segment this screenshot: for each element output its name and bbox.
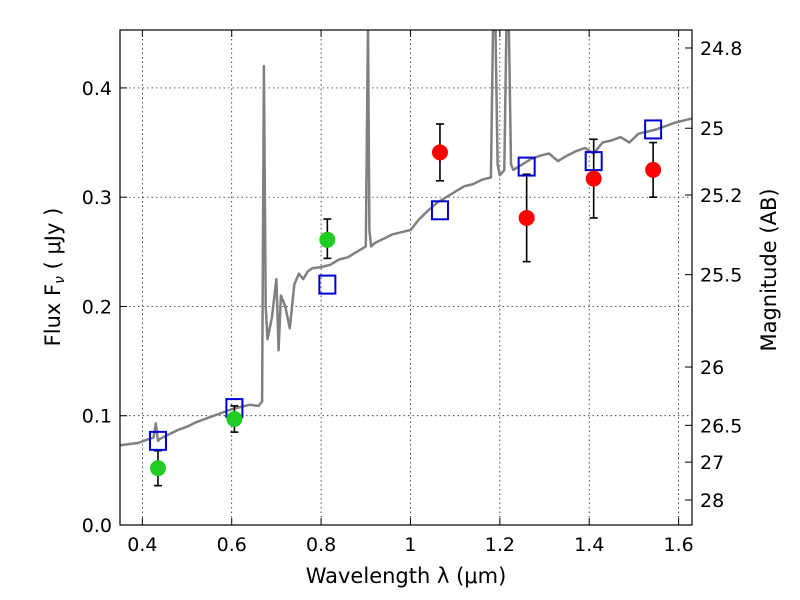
observed-point [319,231,336,248]
grid-layer [120,30,692,526]
observed-point [226,411,243,428]
model-photometry-square [430,200,449,221]
x-tick-label: 0.4 [127,534,157,556]
y-tick-label: 0.2 [82,296,112,318]
x-tick-label: 1.4 [574,534,604,556]
y-tick-label: 0.1 [82,406,112,428]
y-axis-label: Flux Fν ( μJy ) [41,208,68,347]
model-photometry-square [517,156,536,177]
mag-tick-label: 25 [700,118,724,140]
x-tick-label: 1.2 [485,534,515,556]
model-photometry-square [318,274,337,295]
mag-tick-label: 27 [700,452,724,474]
mag-tick-label: 28 [700,490,724,512]
mag-tick-label: 25.2 [700,185,742,207]
y-tick-label: 0.4 [82,78,112,100]
mag-tick-label: 25.5 [700,265,742,287]
model-photometry-square [584,151,603,172]
model-photometry-square [148,430,167,451]
x-tick-label: 1.6 [663,534,693,556]
plot-frame [119,29,693,526]
observed-point [431,144,448,161]
y-axis-label-sub: ν [52,276,68,284]
model-spectrum-line [120,30,692,447]
observed-point [645,161,662,178]
y-tick-label: 0.3 [82,187,112,209]
observed-point [585,170,602,187]
x-tick-label: 0.6 [217,534,247,556]
tick-layer [120,30,692,526]
y-axis-label-unit: ( μJy ) [41,208,65,276]
x-tick-label: 1 [404,534,416,556]
mag-tick-label: 24.8 [700,38,742,60]
y-axis-label-main: Flux F [41,284,65,346]
observed-point [149,460,166,477]
mag-tick-label: 26.5 [700,415,742,437]
y-tick-label: 0.0 [82,515,112,537]
svg-text:Flux Fν ( μJy ): Flux Fν ( μJy ) [41,208,68,347]
model-photometry-square [644,119,663,140]
y2-axis-label: Magnitude (AB) [757,188,781,351]
x-axis-label: Wavelength λ (μm) [306,564,507,588]
observed-point [518,209,535,226]
mag-tick-label: 26 [700,357,724,379]
series-layer [120,30,692,487]
y2-axis-label-group: Magnitude (AB) [757,188,781,351]
x-tick-label: 0.8 [306,534,336,556]
